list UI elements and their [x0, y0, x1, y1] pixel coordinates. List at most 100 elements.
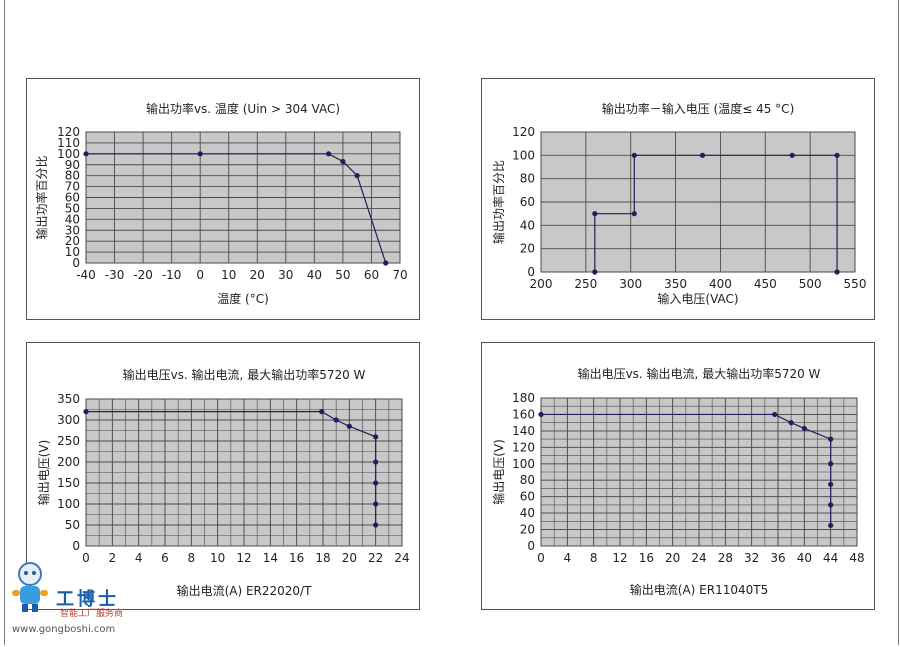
company-logo	[8, 560, 158, 640]
x-tick-label: -10	[162, 268, 182, 282]
y-tick-label: 300	[57, 413, 80, 427]
y-tick-label: 200	[57, 455, 80, 469]
y-tick-label: 250	[57, 434, 80, 448]
x-tick-label: 0	[82, 551, 90, 565]
data-point	[828, 502, 834, 508]
y-tick-label: 0	[72, 539, 80, 553]
x-axis-label: 输入电压(VAC)	[657, 291, 738, 306]
x-tick-label: 36	[770, 551, 785, 565]
y-tick-label: 100	[57, 497, 80, 511]
chart-title: 输出功率－输入电压 (温度≤ 45 °C)	[602, 101, 795, 116]
x-tick-label: 24	[394, 551, 409, 565]
chart-temp: -40 -30 -20 -10 0 10 20 30 40 50 60 700102030405060…	[34, 101, 408, 306]
chart-title: 输出电压vs. 输出电流, 最大输出功率5720 W	[578, 366, 821, 381]
y-tick-label: 40	[520, 218, 535, 232]
x-tick-label: 44	[823, 551, 838, 565]
data-point	[373, 459, 379, 465]
x-tick-label: 20	[665, 551, 680, 565]
y-axis-label: 输出电压(V)	[491, 439, 506, 505]
y-tick-label: 50	[65, 201, 80, 215]
x-tick-label: 40	[797, 551, 812, 565]
y-tick-label: 100	[512, 148, 535, 162]
x-tick-label: 8	[188, 551, 196, 565]
y-tick-label: 60	[520, 490, 535, 504]
data-point	[373, 434, 379, 440]
x-axis-label: 输出电流(A) ER11040T5	[630, 582, 768, 597]
x-tick-label: 400	[709, 277, 732, 291]
y-tick-label: 350	[57, 392, 80, 406]
x-tick-label: 12	[612, 551, 627, 565]
data-point	[319, 409, 325, 415]
y-axis-label: 输出功率百分比	[34, 155, 49, 239]
data-point	[699, 152, 706, 158]
y-tick-label: 40	[520, 506, 535, 520]
x-tick-label: 350	[664, 277, 687, 291]
logo-subtitle: 智能工厂服务商	[60, 609, 124, 619]
y-tick-label: 20	[65, 234, 80, 248]
x-tick-label: 10	[221, 268, 236, 282]
y-axis-label: 输出电压(V)	[36, 440, 51, 506]
x-tick-label: 18	[315, 551, 330, 565]
data-point	[354, 173, 360, 179]
data-point	[631, 152, 637, 158]
x-tick-label: 0	[537, 551, 545, 565]
x-tick-label: 70	[392, 268, 407, 282]
y-tick-label: 120	[512, 440, 535, 454]
data-point	[326, 151, 332, 157]
y-tick-label: 140	[512, 424, 535, 438]
x-tick-label: 200	[530, 277, 553, 291]
y-tick-label: 120	[512, 125, 535, 139]
y-tick-label: 0	[527, 265, 535, 279]
data-point	[197, 151, 203, 157]
y-tick-label: 10	[65, 245, 80, 259]
y-tick-label: 0	[527, 539, 535, 553]
y-tick-label: 160	[512, 407, 535, 421]
x-tick-label: 22	[368, 551, 383, 565]
y-tick-label: 50	[65, 518, 80, 532]
x-tick-label: 4	[135, 551, 143, 565]
y-tick-label: 100	[57, 147, 80, 161]
series-line	[594, 154, 838, 272]
logo-title: 工博士	[56, 589, 119, 610]
x-tick-label: 8	[590, 551, 598, 565]
data-point	[83, 409, 89, 415]
x-tick-label: 4	[564, 551, 572, 565]
y-tick-label: 150	[57, 476, 80, 490]
y-tick-label: 80	[520, 172, 535, 186]
data-point	[828, 436, 834, 442]
y-tick-label: 40	[65, 212, 80, 226]
chart-title: 输出电压vs. 输出电流, 最大输出功率5720 W	[123, 367, 366, 382]
data-point	[373, 480, 379, 486]
x-tick-label: 60	[364, 268, 379, 282]
x-tick-label: 48	[849, 551, 864, 565]
page-frame	[4, 0, 899, 645]
data-point	[631, 211, 637, 217]
x-axis-label: 输出电流(A) ER22020/T	[177, 583, 313, 598]
y-tick-label: 90	[65, 158, 80, 172]
y-tick-label: 110	[57, 136, 80, 150]
x-tick-label: 2	[109, 551, 117, 565]
x-tick-label: -20	[133, 268, 153, 282]
mascot-icon	[12, 562, 48, 612]
x-tick-label: 20	[250, 268, 265, 282]
x-tick-label: 16	[639, 551, 654, 565]
data-point	[383, 260, 389, 266]
data-point	[83, 151, 89, 157]
data-point	[538, 411, 544, 418]
x-tick-label: 24	[691, 551, 706, 565]
x-tick-label: 0	[196, 268, 204, 282]
logo-url: www.gongboshi.com	[12, 624, 116, 635]
data-point	[828, 461, 834, 467]
data-point	[592, 211, 598, 217]
y-tick-label: 80	[520, 473, 535, 487]
data-point	[789, 152, 795, 158]
x-tick-label: 550	[844, 277, 867, 291]
x-tick-label: 28	[718, 551, 733, 565]
x-tick-label: 10	[210, 551, 225, 565]
x-tick-label: 32	[744, 551, 759, 565]
x-tick-label: 500	[799, 277, 822, 291]
y-tick-label: 120	[57, 125, 80, 139]
chart-er11: 0 4 8 12 16 20 24 28 32 36 40 44 4802040608010012014…	[491, 366, 865, 597]
y-tick-label: 80	[65, 169, 80, 183]
